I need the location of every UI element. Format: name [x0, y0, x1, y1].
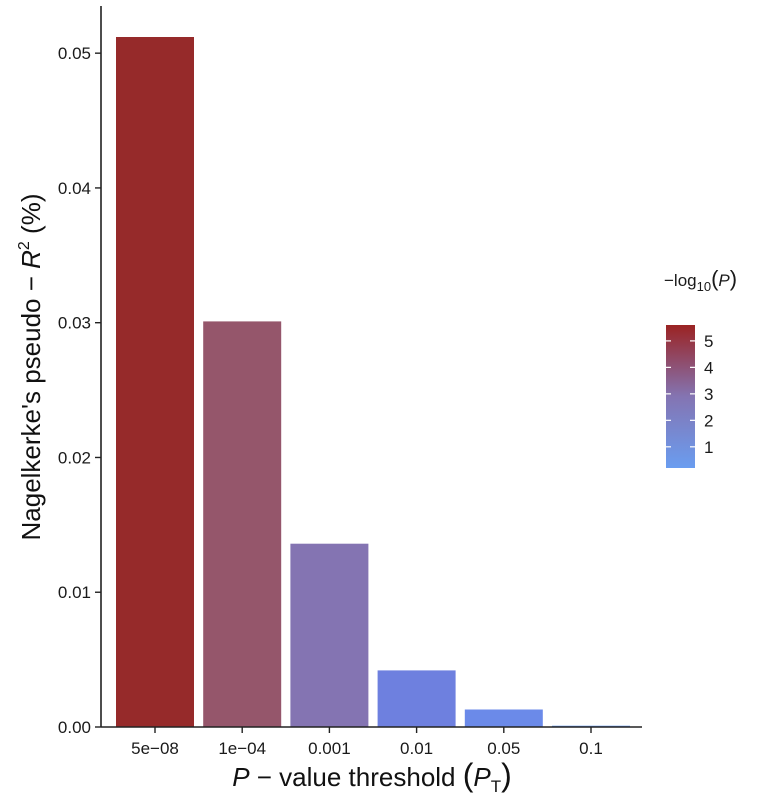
- y-tick-label: 0.03: [58, 314, 91, 333]
- legend-break-label: 3: [704, 385, 713, 404]
- legend-title: −log10(P): [664, 266, 737, 294]
- bar-1: [203, 321, 282, 727]
- y-tick-label: 0.01: [58, 583, 91, 602]
- bar-0: [116, 37, 194, 727]
- bar-4: [464, 709, 543, 727]
- y-tick-label: 0.00: [58, 718, 91, 737]
- y-tick-label: 0.04: [58, 179, 91, 198]
- x-tick-label: 1e−04: [218, 739, 266, 758]
- legend-break-label: 1: [704, 438, 713, 457]
- legend-break-label: 2: [704, 411, 713, 430]
- bar-2: [290, 543, 369, 727]
- x-tick-label: 5e−08: [131, 739, 179, 758]
- legend-break-label: 5: [704, 332, 713, 351]
- x-axis-ticks: 5e−08 1e−04 0.001 0.01 0.05 0.1: [131, 727, 603, 758]
- y-tick-label: 0.05: [58, 44, 91, 63]
- legend: −log10(P) 5 4 3 2 1: [664, 266, 737, 468]
- x-tick-label: 0.1: [579, 739, 603, 758]
- bars-group: [116, 37, 630, 727]
- legend-break-label: 4: [704, 358, 713, 377]
- bar-3: [377, 670, 456, 727]
- y-axis-ticks: 0.00 0.01 0.02 0.03 0.04 0.05: [58, 44, 101, 737]
- y-tick-label: 0.02: [58, 448, 91, 467]
- y-axis-title: Nagelkerke's pseudo − R2 (%): [16, 194, 46, 541]
- x-tick-label: 0.01: [400, 739, 433, 758]
- legend-colorbar: [666, 325, 695, 468]
- x-axis-title: P − value threshold (PT): [232, 757, 512, 796]
- x-tick-label: 0.05: [487, 739, 520, 758]
- legend-ticks: 5 4 3 2 1: [666, 332, 713, 457]
- x-tick-label: 0.001: [308, 739, 351, 758]
